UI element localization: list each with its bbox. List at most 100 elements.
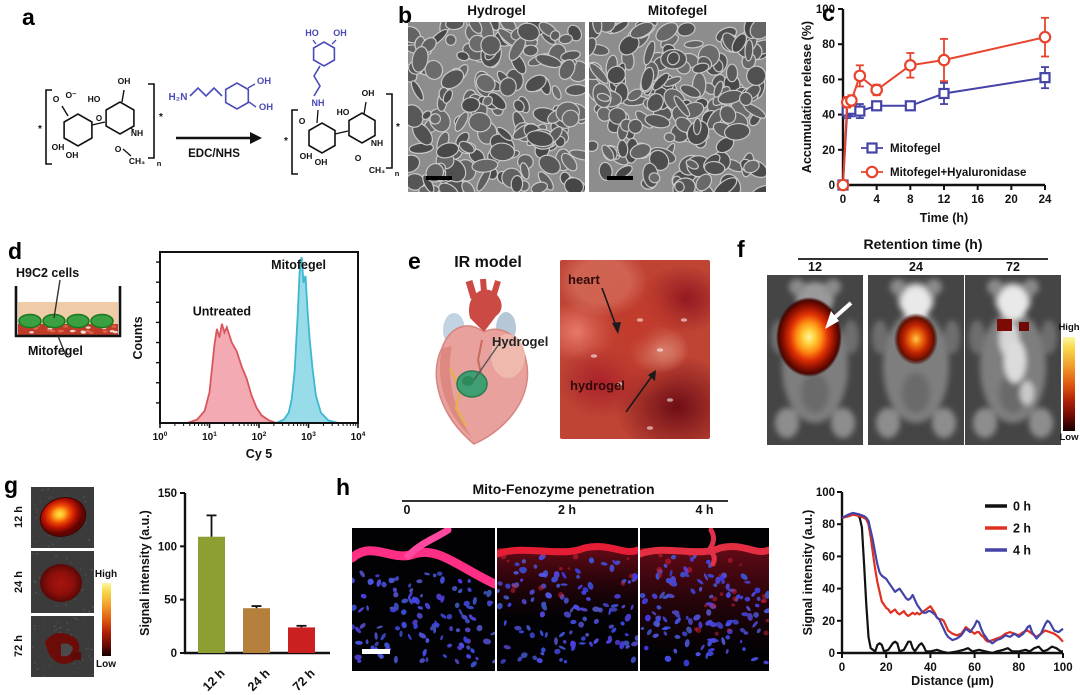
svg-text:4 h: 4 h: [1013, 544, 1031, 558]
svg-text:OH: OH: [257, 76, 271, 87]
svg-text:OH: OH: [315, 157, 328, 167]
svg-text:HO: HO: [337, 107, 350, 117]
sem-title-mitofegel: Mitofegel: [647, 3, 708, 18]
hydrogel-callout: Hydrogel: [492, 334, 549, 349]
svg-text:2 h: 2 h: [1013, 522, 1031, 536]
svg-text:O: O: [115, 144, 122, 154]
intensity-colorbar: [1063, 337, 1075, 431]
sem-texture: [408, 22, 585, 192]
svg-text:NH: NH: [312, 98, 325, 108]
svg-text:0: 0: [829, 648, 835, 660]
release-line-chart: 0 4 8 12 16 20 24 0 20 40 60 80 100 Time (h) Accumulat…: [800, 4, 1052, 225]
svg-text:150: 150: [158, 488, 177, 500]
svg-text:Mitofegel: Mitofegel: [890, 143, 940, 155]
svg-text:20: 20: [822, 145, 835, 157]
svg-text:H₂N: H₂N: [169, 92, 188, 103]
svg-text:NH: NH: [371, 138, 383, 148]
svg-text:60: 60: [822, 74, 835, 86]
svg-text:12 h: 12 h: [200, 666, 228, 694]
svg-text:24 h: 24 h: [245, 666, 273, 694]
dish-drawing: [14, 279, 122, 357]
sem-image-mitofegel: [589, 22, 766, 192]
heart-row-label-24h: 24 h: [13, 571, 25, 594]
svg-text:80: 80: [822, 519, 835, 531]
svg-text:O: O: [53, 94, 60, 104]
svg-text:O: O: [96, 114, 102, 123]
retention-header-rule: [798, 258, 1048, 260]
colorbar-high-label: High: [1058, 322, 1080, 333]
hydrogel-photo-label: hydrogel: [570, 378, 625, 393]
svg-text:20: 20: [880, 662, 893, 674]
svg-text:HO: HO: [88, 94, 101, 104]
svg-text:HO: HO: [305, 28, 319, 38]
penetration-col-0: 0: [403, 503, 411, 517]
photo-annotation-arrows: [590, 287, 688, 430]
svg-text:103: 103: [301, 431, 316, 443]
svg-text:Accumulation release (%): Accumulation release (%): [800, 21, 814, 173]
svg-text:12: 12: [938, 194, 951, 206]
ir-model-title: IR model: [454, 254, 522, 271]
svg-text:Untreated: Untreated: [193, 304, 251, 318]
svg-text:O⁻: O⁻: [65, 90, 77, 100]
panel-g-letter: g: [4, 472, 19, 498]
surgery-photo: [560, 260, 710, 439]
svg-text:OH: OH: [300, 151, 313, 161]
svg-text:*: *: [159, 112, 163, 123]
panel-f-letter: f: [737, 236, 745, 262]
svg-text:40: 40: [924, 662, 937, 674]
microscopy-4h: [640, 528, 769, 671]
microscopy-2h: [497, 528, 638, 671]
sem-image-hydrogel: [408, 22, 585, 192]
svg-text:Counts: Counts: [131, 316, 145, 359]
svg-text:102: 102: [252, 431, 267, 443]
svg-text:4: 4: [873, 194, 880, 206]
microscopy-0h: [352, 528, 495, 671]
signal-intensity-bar-chart: 0 50 100 150 12 h 24 h 72 h Signal intensity (a…: [138, 488, 330, 694]
svg-text:0: 0: [839, 662, 845, 674]
svg-text:CH₃: CH₃: [369, 165, 385, 175]
svg-text:100: 100: [1053, 662, 1072, 674]
svg-text:0: 0: [840, 194, 846, 206]
exvivo-heart-72h: [31, 616, 94, 677]
exvivo-heart-12h: [31, 487, 94, 548]
colorbar-low-label: Low: [1059, 432, 1079, 443]
svg-text:OH: OH: [333, 28, 347, 38]
penetration-col-2h: 2 h: [557, 503, 577, 517]
svg-text:80: 80: [1012, 662, 1025, 674]
intensity-colorbar: [102, 583, 111, 656]
cell-dish-schematic: H9C2 cells Mitofegel: [8, 266, 148, 366]
svg-text:Signal intensity (a.u.): Signal intensity (a.u.): [138, 510, 152, 636]
svg-text:60: 60: [822, 551, 835, 563]
svg-text:OH: OH: [259, 102, 273, 113]
svg-text:Time (h): Time (h): [920, 211, 968, 225]
h9c2-cells-label: H9C2 cells: [16, 266, 80, 280]
retention-col-12: 12: [808, 260, 822, 274]
svg-text:Signal intensity (a.u.): Signal intensity (a.u.): [801, 510, 815, 636]
panel-a-letter: a: [22, 4, 35, 30]
svg-text:104: 104: [351, 431, 366, 443]
mouse-image-72h: [965, 275, 1061, 445]
penetration-line-chart: 0 20 40 60 80 100 0 20 40 60 80 100 Distance (μm) Sig…: [801, 487, 1073, 688]
svg-text:OH: OH: [118, 76, 131, 86]
svg-text:*: *: [396, 122, 400, 133]
heart-photo-label: heart: [568, 272, 600, 287]
svg-text:*: *: [284, 136, 288, 147]
svg-text:72 h: 72 h: [290, 666, 318, 694]
penetration-col-4h: 4 h: [695, 503, 714, 517]
panel-h-letter: h: [336, 474, 351, 500]
colorbar-low-label: Low: [96, 659, 116, 670]
panel-e-letter: e: [408, 248, 421, 274]
svg-text:60: 60: [968, 662, 981, 674]
svg-text:CH₃: CH₃: [129, 156, 145, 166]
scale-bar: [607, 176, 633, 180]
svg-text:100: 100: [816, 487, 835, 499]
penetration-title: Mito-Fenozyme penetration: [472, 481, 655, 497]
svg-text:16: 16: [971, 194, 984, 206]
svg-text:OH: OH: [362, 88, 375, 98]
heart-row-label-72h: 72 h: [13, 635, 25, 658]
svg-text:OH: OH: [52, 142, 65, 152]
penetration-header-rule: [402, 500, 728, 502]
mitofegel-label: Mitofegel: [28, 344, 83, 358]
